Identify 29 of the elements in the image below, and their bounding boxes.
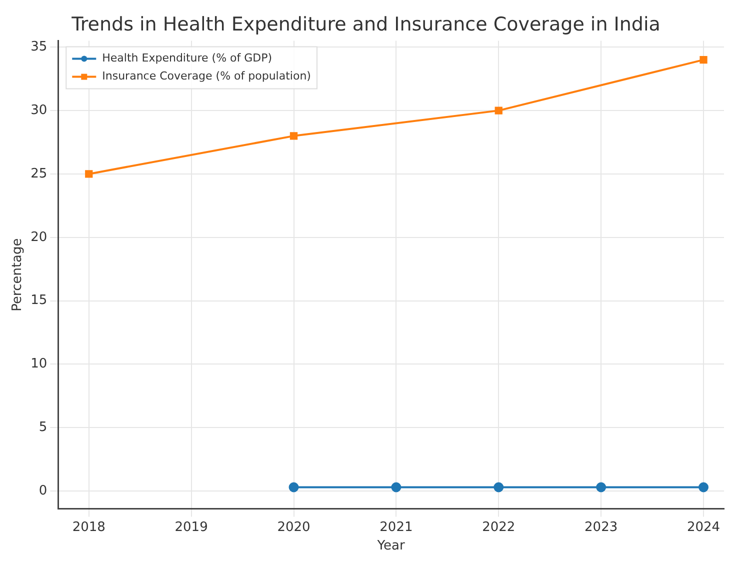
point [290,132,298,140]
x-tick-label: 2021 [380,520,413,535]
x-tick-label: 2023 [584,520,618,535]
point [494,106,502,114]
x-tick-label: 2019 [174,520,208,535]
x-tick-label: 2018 [72,520,106,535]
y-tick-label: 20 [30,230,48,245]
y-tick-label: 15 [30,293,48,308]
point [494,482,504,492]
point [391,482,402,492]
chart-title: Trends in Health Expenditure and Insurance Coverage in India [70,13,660,36]
x-axis-title: Year [376,538,406,554]
point [698,482,709,492]
y-tick-label: 0 [38,483,48,498]
y-tick-label: 35 [30,40,48,55]
x-tick-label: 2024 [686,520,720,535]
x-tick-label: 2020 [277,520,310,535]
legend-label: Health Expenditure (% of GDP) [102,52,272,65]
y-tick-label: 30 [30,102,48,118]
x-tick-label: 2022 [482,520,516,535]
point [288,482,299,492]
point [596,482,606,492]
y-tick-label: 25 [30,166,48,182]
y-tick-label: 10 [30,356,48,372]
y-tick-label: 5 [38,420,48,436]
point [700,56,708,64]
legend-label: Insurance Coverage (% of population) [102,70,311,83]
point [85,170,93,178]
y-axis-title: Percentage [10,238,26,312]
